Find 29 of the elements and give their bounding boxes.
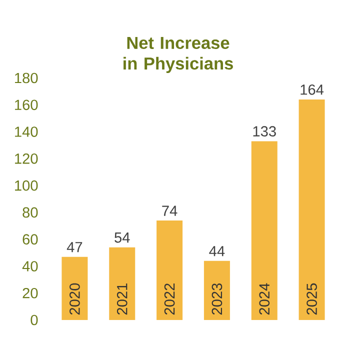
data-label: 164: [300, 84, 324, 95]
bar: [62, 256, 88, 320]
data-label: 74: [162, 206, 178, 216]
data-label: 133: [253, 126, 276, 136]
bar: [251, 141, 278, 320]
y-tick-label: 40: [22, 261, 38, 272]
y-tick-label: 0: [30, 314, 38, 326]
data-label: 54: [114, 232, 130, 243]
y-tick-label: 80: [22, 207, 38, 218]
y-tick-label: 140: [15, 126, 38, 137]
y-tick-label: 180: [15, 72, 38, 84]
y-tick-label: 160: [15, 100, 38, 110]
chart-title: Net Increase in Physicians: [124, 36, 233, 74]
y-tick-label: 120: [15, 154, 38, 164]
y-tick-label: 20: [22, 288, 38, 298]
x-tick-label: 2025: [306, 283, 317, 315]
x-tick-label: 2021: [116, 284, 128, 315]
x-tick-label: 2022: [164, 284, 175, 315]
y-tick-label: 60: [22, 234, 38, 245]
bar: [156, 220, 183, 320]
x-tick-label: 2020: [70, 283, 80, 315]
bar: [109, 247, 136, 320]
bar: [298, 100, 325, 320]
bar: [204, 260, 230, 320]
data-label: 47: [66, 242, 82, 252]
data-label: 44: [209, 246, 225, 256]
x-tick-label: 2024: [259, 283, 270, 315]
x-tick-label: 2023: [212, 283, 222, 315]
y-tick-label: 100: [15, 180, 38, 191]
